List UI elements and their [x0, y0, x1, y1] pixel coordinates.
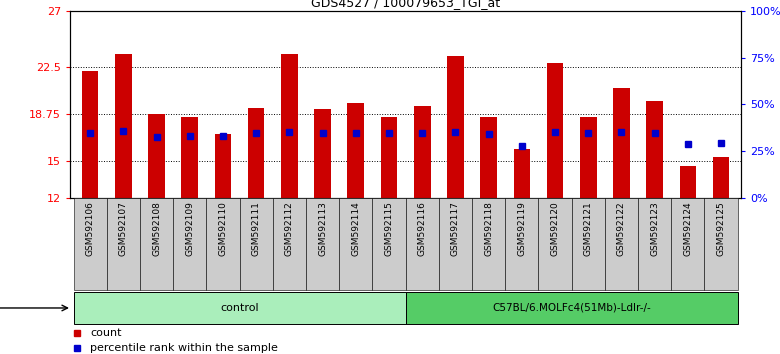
- Bar: [713, 157, 729, 198]
- Text: GSM592107: GSM592107: [119, 201, 128, 256]
- Text: GSM592122: GSM592122: [617, 201, 626, 256]
- FancyBboxPatch shape: [140, 198, 173, 290]
- Text: GSM592125: GSM592125: [717, 201, 725, 256]
- FancyBboxPatch shape: [406, 292, 738, 324]
- Bar: [547, 63, 563, 198]
- Text: GSM592111: GSM592111: [252, 201, 261, 256]
- Bar: [215, 135, 231, 198]
- Bar: [647, 101, 663, 198]
- FancyBboxPatch shape: [207, 198, 239, 290]
- Text: GSM592113: GSM592113: [318, 201, 327, 256]
- Text: control: control: [220, 303, 259, 313]
- Bar: [182, 117, 198, 198]
- Bar: [679, 166, 697, 198]
- FancyBboxPatch shape: [273, 198, 306, 290]
- Text: GSM592123: GSM592123: [651, 201, 659, 256]
- Text: GSM592106: GSM592106: [86, 201, 94, 256]
- FancyBboxPatch shape: [538, 198, 572, 290]
- FancyBboxPatch shape: [572, 198, 604, 290]
- Bar: [513, 149, 530, 198]
- Text: GSM592108: GSM592108: [152, 201, 161, 256]
- Bar: [82, 71, 98, 198]
- Text: GSM592116: GSM592116: [418, 201, 427, 256]
- Text: GSM592115: GSM592115: [385, 201, 393, 256]
- Text: count: count: [90, 328, 122, 338]
- FancyBboxPatch shape: [472, 198, 505, 290]
- Bar: [580, 117, 597, 198]
- FancyBboxPatch shape: [73, 198, 107, 290]
- FancyBboxPatch shape: [406, 198, 439, 290]
- FancyBboxPatch shape: [73, 292, 406, 324]
- Bar: [314, 109, 331, 198]
- FancyBboxPatch shape: [173, 198, 207, 290]
- Text: percentile rank within the sample: percentile rank within the sample: [90, 343, 278, 353]
- FancyBboxPatch shape: [505, 198, 538, 290]
- Text: GSM592124: GSM592124: [683, 201, 693, 256]
- Bar: [414, 106, 431, 198]
- Text: GSM592119: GSM592119: [517, 201, 526, 256]
- FancyBboxPatch shape: [439, 198, 472, 290]
- Text: GSM592121: GSM592121: [583, 201, 593, 256]
- Title: GDS4527 / 100079653_TGI_at: GDS4527 / 100079653_TGI_at: [311, 0, 500, 10]
- Bar: [480, 117, 497, 198]
- FancyBboxPatch shape: [604, 198, 638, 290]
- Bar: [347, 103, 364, 198]
- Text: C57BL/6.MOLFc4(51Mb)-Ldlr-/-: C57BL/6.MOLFc4(51Mb)-Ldlr-/-: [492, 303, 651, 313]
- FancyBboxPatch shape: [107, 198, 140, 290]
- Text: GSM592118: GSM592118: [484, 201, 493, 256]
- Text: GSM592114: GSM592114: [351, 201, 360, 256]
- FancyBboxPatch shape: [704, 198, 738, 290]
- Text: GSM592109: GSM592109: [185, 201, 194, 256]
- FancyBboxPatch shape: [638, 198, 672, 290]
- Text: GSM592120: GSM592120: [551, 201, 559, 256]
- FancyBboxPatch shape: [672, 198, 704, 290]
- Bar: [281, 55, 298, 198]
- FancyBboxPatch shape: [372, 198, 406, 290]
- Bar: [447, 56, 464, 198]
- Bar: [148, 114, 165, 198]
- Text: GSM592110: GSM592110: [218, 201, 228, 256]
- Text: GSM592117: GSM592117: [451, 201, 460, 256]
- Bar: [115, 55, 132, 198]
- Text: GSM592112: GSM592112: [285, 201, 294, 256]
- Bar: [248, 108, 264, 198]
- FancyBboxPatch shape: [339, 198, 372, 290]
- Bar: [381, 117, 397, 198]
- Bar: [613, 88, 629, 198]
- FancyBboxPatch shape: [239, 198, 273, 290]
- FancyBboxPatch shape: [306, 198, 339, 290]
